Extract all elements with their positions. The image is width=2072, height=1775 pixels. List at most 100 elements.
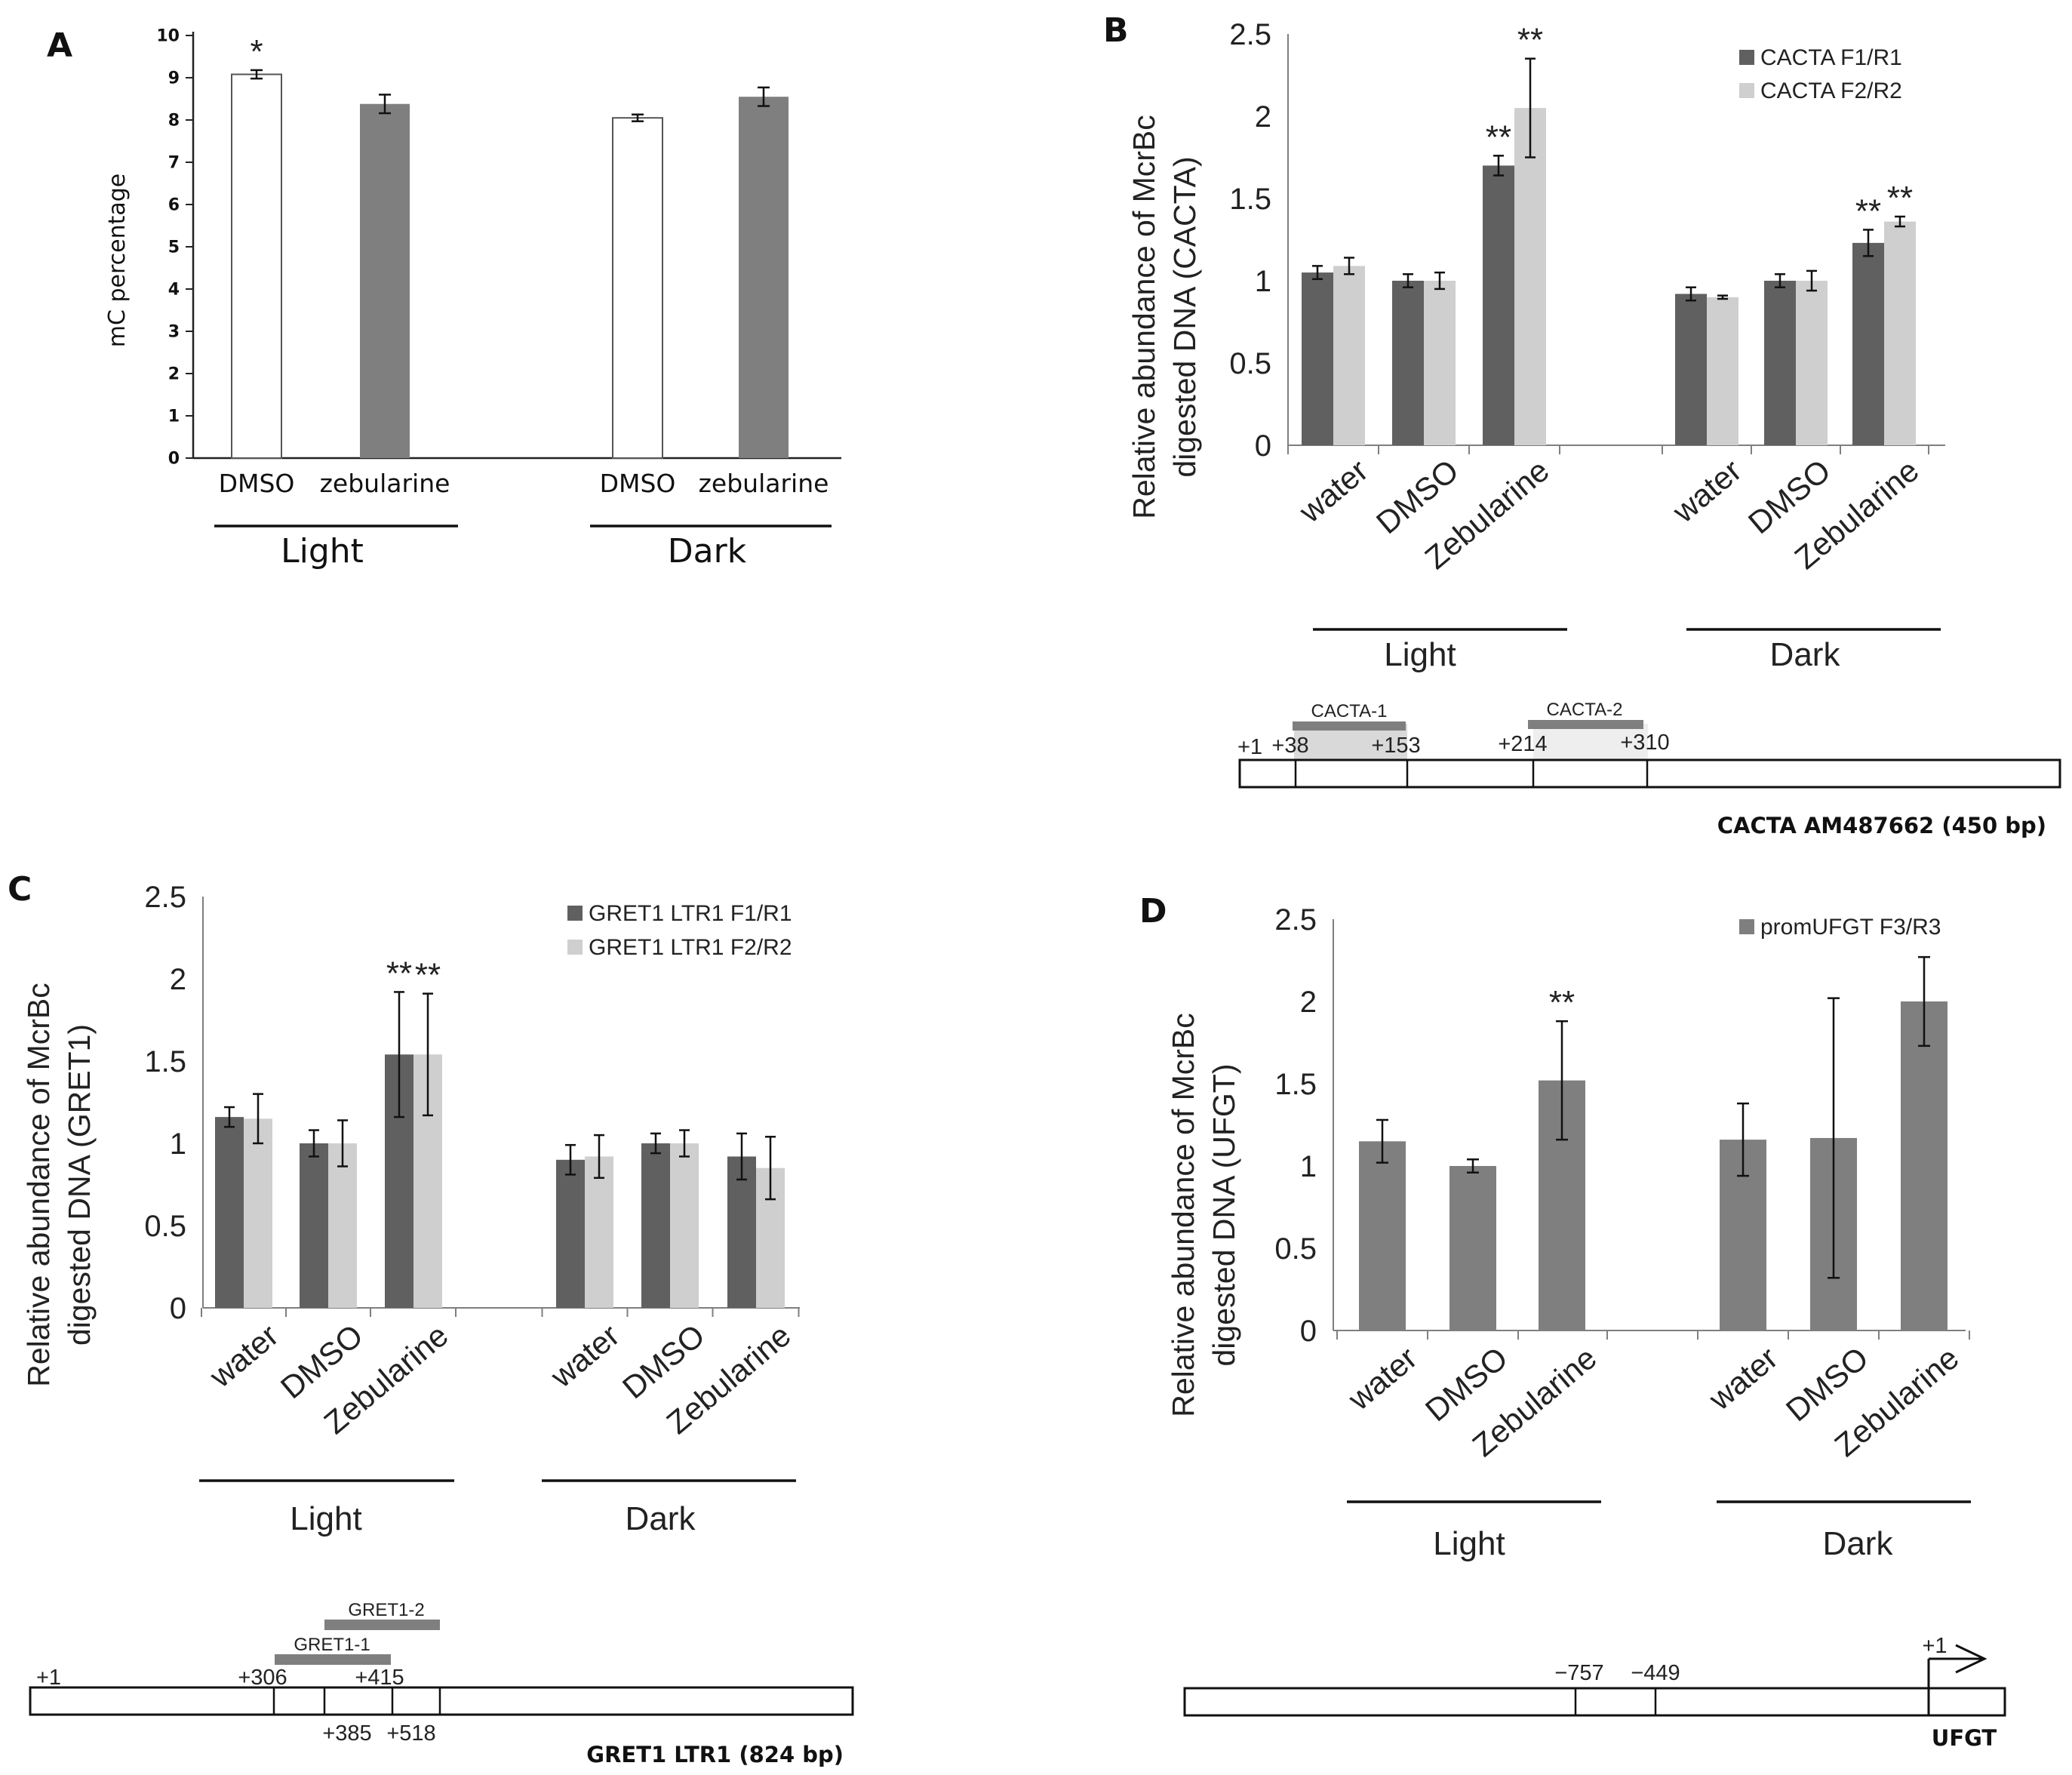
y-axis-label-line-2: digested DNA (GRET1) [62, 1024, 97, 1346]
position-label: +1 [36, 1666, 61, 1690]
y-tick-label: 3 [168, 323, 180, 342]
y-tick-label: 1 [168, 408, 180, 426]
y-axis-label-line-2: digested DNA (UFGT) [1207, 1064, 1241, 1367]
legend-d: promUFGT F3/R3 [1739, 915, 1941, 940]
y-tick-label: 0.5 [1229, 347, 1271, 380]
significance-label: ** [1517, 22, 1543, 59]
y-axis-label-line-2: digested DNA (CACTA) [1167, 156, 1202, 477]
bar [231, 73, 282, 460]
legend-label-gret1-f1r1: GRET1 LTR1 F1/R1 [589, 901, 792, 926]
x-category-label: DMSO [219, 469, 295, 498]
y-tick-label: 0 [1300, 1315, 1317, 1348]
y-tick-label: 0.5 [144, 1210, 186, 1243]
legend-label-cacta-f2r2: CACTA F2/R2 [1760, 78, 1902, 103]
panel-c: C Relative abundance of McrBc digested D… [8, 870, 854, 1767]
x-category-label: water [1702, 1340, 1785, 1417]
bar [1424, 281, 1456, 445]
gret1-map: GRET1-2 GRET1-1 +1 +306 +415 +385 +518 G… [29, 1600, 854, 1767]
bar [1675, 294, 1707, 445]
y-tick-label: 1.5 [1274, 1068, 1317, 1101]
bar [612, 117, 663, 459]
y-tick-label: 1.5 [144, 1045, 186, 1078]
bar [739, 97, 789, 458]
significance-label: * [250, 33, 263, 70]
panel-letter-c: C [8, 870, 32, 909]
y-tick-label: 2 [1300, 986, 1317, 1019]
segment-label-cacta-2: CACTA-2 [1547, 700, 1623, 720]
bar [585, 1156, 613, 1308]
y-tick-label: 1.5 [1229, 183, 1271, 216]
cacta-map: CACTA-1 CACTA-2 +1 +38 +153 +214 +310 CA… [1237, 700, 2061, 838]
bar [1449, 1166, 1496, 1330]
chart-a-plot-area: 0 1 2 3 4 5 6 7 8 9 10 * DMSO zebularine DMSO zebulari… [156, 27, 841, 498]
legend-swatch-gret1-f2r2 [567, 940, 583, 955]
bar [1359, 1141, 1406, 1330]
bar [1392, 281, 1424, 445]
legend-label-gret1-f2r2: GRET1 LTR1 F2/R2 [589, 935, 792, 960]
x-category-label: DMSO [600, 469, 676, 498]
bar [1884, 221, 1916, 445]
bar [670, 1143, 699, 1308]
bar [727, 1156, 756, 1308]
significance-label: ** [1549, 984, 1575, 1021]
position-label: +306 [238, 1666, 287, 1690]
y-tick-label: 0.5 [1274, 1232, 1317, 1266]
bar [1901, 1001, 1947, 1330]
x-category-label: water [543, 1317, 626, 1395]
significance-label: ** [1887, 180, 1913, 217]
x-category-label: zebularine [699, 469, 829, 498]
bar [300, 1143, 328, 1308]
panel-a: A mC percentage 0 1 2 3 4 5 6 7 8 9 10 * DMSO zebula… [47, 26, 841, 571]
legend-swatch-cacta-f2r2 [1739, 83, 1754, 98]
significance-label: ** [1486, 118, 1511, 155]
x-category-label: water [1292, 452, 1375, 530]
segment-label-gret1-2: GRET1-2 [348, 1600, 424, 1620]
y-tick-label: 1 [1300, 1150, 1317, 1183]
bar [1302, 272, 1333, 445]
bar [1796, 281, 1828, 445]
segment-label-cacta-1: CACTA-1 [1311, 701, 1388, 721]
position-label: +1 [1237, 735, 1262, 759]
bar [244, 1118, 272, 1308]
ufgt-promoter-box [1183, 1687, 2006, 1717]
significance-label: ** [415, 957, 441, 994]
y-tick-label: 9 [168, 69, 180, 88]
ufgt-map: +1 −757 −449 UFGT [1183, 1634, 2006, 1751]
bar [215, 1117, 244, 1308]
position-label: +415 [355, 1666, 404, 1690]
y-axis-label-line-1: Relative abundance of McrBc [1127, 115, 1161, 519]
legend-label-cacta-f1r1: CACTA F1/R1 [1760, 45, 1902, 70]
y-tick-label: 0 [170, 1292, 186, 1325]
cacta-element-box [1238, 758, 2061, 789]
x-category-label: water [202, 1317, 285, 1395]
gret1-ltr-box [29, 1686, 854, 1716]
x-category-label: zebularine [320, 469, 450, 498]
position-label: −757 [1554, 1661, 1603, 1685]
bar [328, 1143, 357, 1308]
panel-letter-b: B [1103, 11, 1129, 50]
primer-bar-gret1-2 [324, 1620, 440, 1630]
group-label-dark: Dark [1770, 636, 1841, 673]
y-tick-label: 2.5 [144, 881, 186, 914]
y-tick-label: 6 [168, 196, 180, 215]
group-label-light: Light [1384, 636, 1456, 673]
group-label-light: Light [1433, 1525, 1505, 1562]
group-label-dark: Dark [626, 1500, 696, 1537]
segment-label-gret1-1: GRET1-1 [294, 1635, 370, 1655]
y-tick-label: 2 [170, 963, 186, 996]
position-label: +214 [1498, 732, 1547, 756]
legend-swatch-cacta-f1r1 [1739, 50, 1754, 65]
legend-label-promufgt: promUFGT F3/R3 [1760, 915, 1941, 940]
y-tick-label: 10 [156, 27, 180, 46]
y-tick-label: 1 [170, 1127, 186, 1161]
position-label: −449 [1631, 1661, 1680, 1685]
bar [1852, 242, 1884, 445]
y-axis-label-line-1: Relative abundance of McrBc [21, 983, 56, 1387]
x-category-label: water [1341, 1340, 1424, 1417]
tss-arrow-icon [1955, 1644, 1987, 1674]
position-label: +310 [1620, 731, 1669, 755]
panel-letter-d: D [1139, 892, 1167, 931]
significance-label: ** [1855, 192, 1881, 229]
